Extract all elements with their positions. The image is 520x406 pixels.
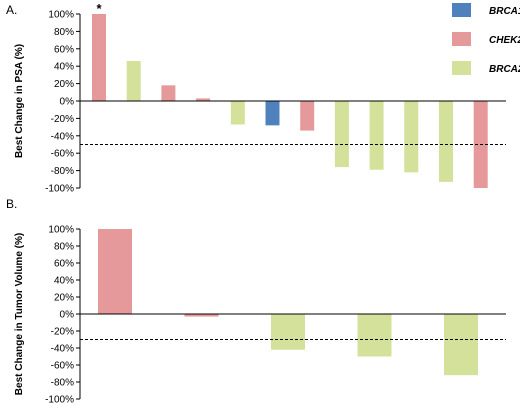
y-tick-label: 80% — [54, 27, 74, 38]
legend-label: CHEK2 — [489, 35, 520, 46]
y-tick-label: -40% — [51, 344, 74, 355]
bar-brca2 — [444, 314, 478, 376]
y-axis-title: Best Change in PSA (%) — [14, 44, 25, 158]
bar-annotation-asterisk: * — [96, 1, 102, 16]
y-tick-label: 80% — [54, 242, 74, 253]
panel-b-tumor-volume-chart: B. Best Change in Tumor Volume (%) 100% 80%… — [6, 197, 506, 406]
y-tick-label: -100% — [45, 395, 74, 406]
bar-chek2 — [92, 14, 106, 101]
legend-swatch — [452, 32, 471, 46]
bar-brca2 — [369, 101, 384, 170]
y-tick-label: 20% — [54, 79, 74, 90]
legend-swatch — [452, 3, 471, 17]
bar-brca2 — [271, 314, 305, 350]
y-tick-label: 40% — [54, 62, 74, 73]
y-tick-label: -100% — [45, 184, 74, 195]
bar-chek2 — [300, 101, 315, 131]
bar-chek2 — [196, 98, 211, 101]
bar-brca2 — [334, 101, 349, 168]
bar-chek2 — [98, 229, 132, 314]
y-tick-label: 40% — [54, 276, 74, 287]
bar-chek2 — [184, 314, 219, 317]
y-tick-label: -40% — [51, 131, 74, 142]
y-tick-label: -80% — [51, 378, 74, 389]
panel-a-psa-chart: A. Best Change in PSA (%) 100% 80% 60% 40% 20%… — [6, 1, 520, 195]
bar-brca2 — [126, 60, 141, 101]
bar-brca2 — [357, 314, 392, 357]
y-tick-label: 20% — [54, 293, 74, 304]
y-tick-label: -60% — [51, 361, 74, 372]
y-tick-label: -60% — [51, 149, 74, 160]
y-tick-label: -80% — [51, 166, 74, 177]
bar-brca2 — [404, 101, 419, 173]
bar-chek2 — [161, 85, 176, 101]
legend: BRCA1 CHEK2 BRCA2 — [452, 3, 520, 75]
legend-swatch — [452, 61, 471, 75]
legend-label: BRCA2 — [489, 64, 520, 75]
y-tick-label: 100% — [48, 10, 74, 21]
y-tick-label: 0% — [60, 310, 75, 321]
y-tick-label: -20% — [51, 114, 74, 125]
y-tick-label: -20% — [51, 327, 74, 338]
bar-brca2 — [439, 101, 453, 182]
y-tick-label: 60% — [54, 259, 74, 270]
y-tick-label: 0% — [60, 97, 75, 108]
panel-label: A. — [6, 3, 17, 17]
bar-brca2 — [230, 101, 245, 125]
panel-label: B. — [6, 197, 17, 211]
y-tick-label: 100% — [48, 225, 74, 236]
legend-label: BRCA1 — [489, 6, 520, 17]
bar-brca1 — [265, 101, 280, 126]
y-tick-label: 60% — [54, 44, 74, 55]
y-axis-title: Best Change in Tumor Volume (%) — [14, 233, 25, 395]
